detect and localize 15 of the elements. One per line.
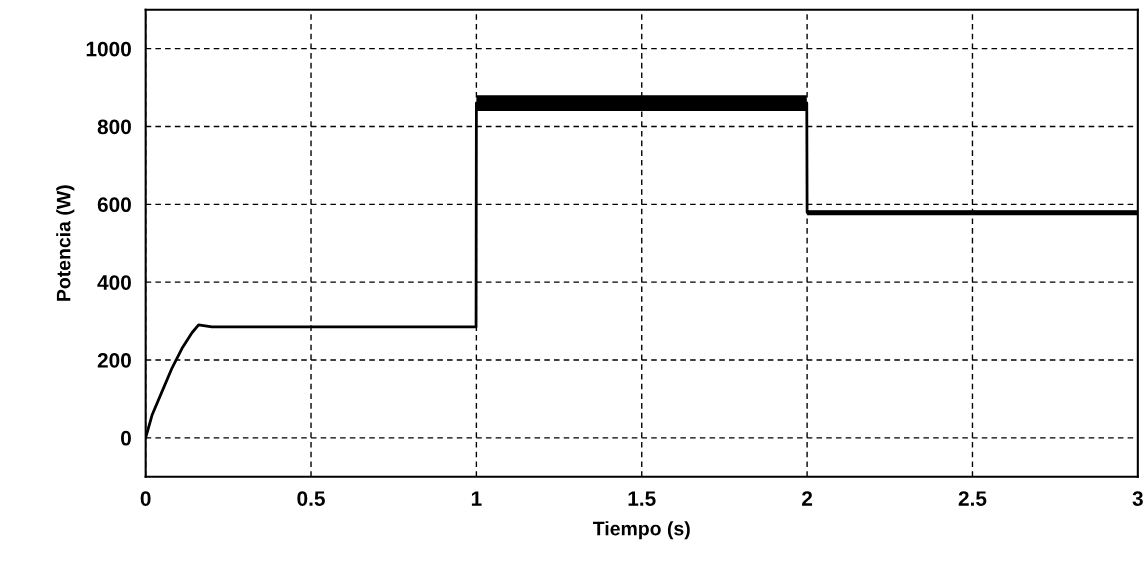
y-tick-label: 600 bbox=[97, 197, 131, 213]
x-tick-label: 3 bbox=[1132, 491, 1143, 506]
x-tick-label: 2.5 bbox=[958, 491, 987, 506]
x-tick-label: 0 bbox=[140, 491, 151, 506]
x-tick-label: 1 bbox=[471, 491, 482, 506]
y-tick-label: 200 bbox=[97, 352, 131, 368]
y-tick-label: 400 bbox=[97, 275, 131, 290]
y-tick-label: 1000 bbox=[86, 41, 131, 57]
y-tick-label: 800 bbox=[97, 119, 131, 135]
y-axis-title: Potencia (W) bbox=[56, 185, 75, 301]
x-tick-label: 2 bbox=[802, 491, 813, 506]
x-tick-label: 1.5 bbox=[628, 491, 656, 506]
y-tick-label: 0 bbox=[121, 430, 131, 446]
x-tick-label: 0.5 bbox=[297, 491, 325, 506]
x-axis-title: Tiempo (s) bbox=[592, 521, 690, 540]
